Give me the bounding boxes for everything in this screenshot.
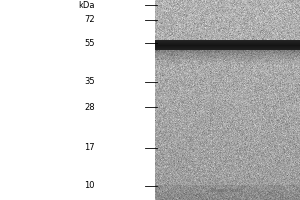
Text: 17: 17 [84,144,95,152]
Text: 10: 10 [85,182,95,190]
Text: 28: 28 [84,102,95,112]
Text: 55: 55 [85,38,95,47]
Text: 35: 35 [84,77,95,86]
Text: Mouse testis: Mouse testis [212,188,243,192]
Text: 72: 72 [84,16,95,24]
Text: kDa: kDa [79,0,95,9]
